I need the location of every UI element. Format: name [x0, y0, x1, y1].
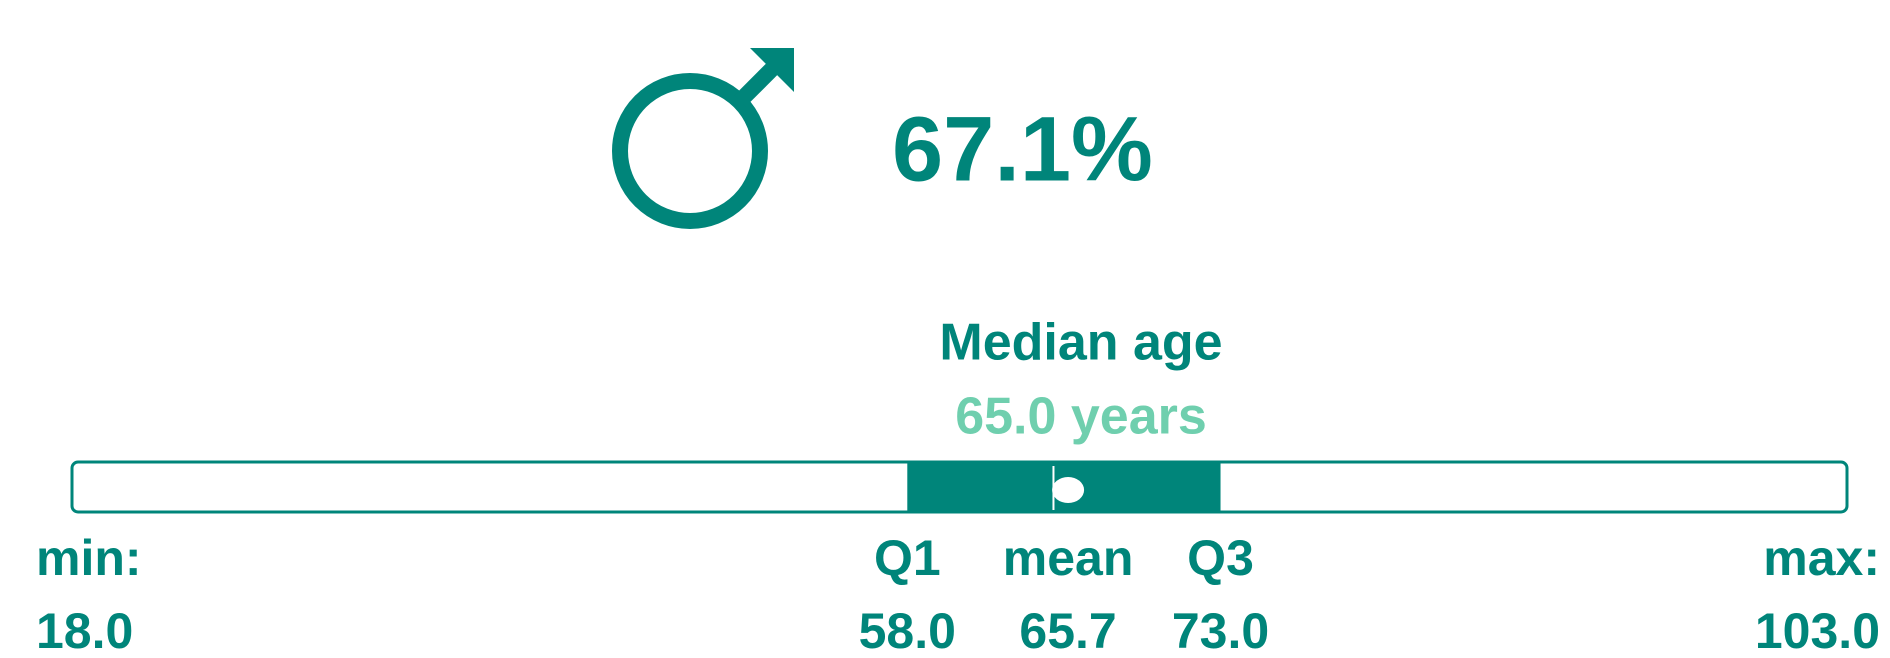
stat-value: 103.0	[1755, 603, 1880, 658]
symbol-arrow-head	[750, 48, 794, 92]
stat-name: Q1	[874, 530, 941, 586]
stat-name: min:	[36, 530, 142, 586]
stat-name: Q3	[1187, 530, 1254, 586]
median-label: 65.0 years	[955, 388, 1207, 446]
stat-value: 73.0	[1172, 603, 1269, 658]
stat-name: mean	[1003, 530, 1134, 586]
symbol-circle	[612, 73, 768, 229]
mean-dot	[1052, 477, 1085, 503]
stat-value: 65.7	[1019, 603, 1116, 658]
male-symbol	[612, 53, 788, 229]
share-label: 67.1%	[892, 98, 1153, 200]
stat-value: 58.0	[859, 603, 956, 658]
stat-value: 18.0	[36, 603, 133, 658]
stat-name: max:	[1763, 530, 1880, 586]
title: Median age	[939, 314, 1222, 372]
